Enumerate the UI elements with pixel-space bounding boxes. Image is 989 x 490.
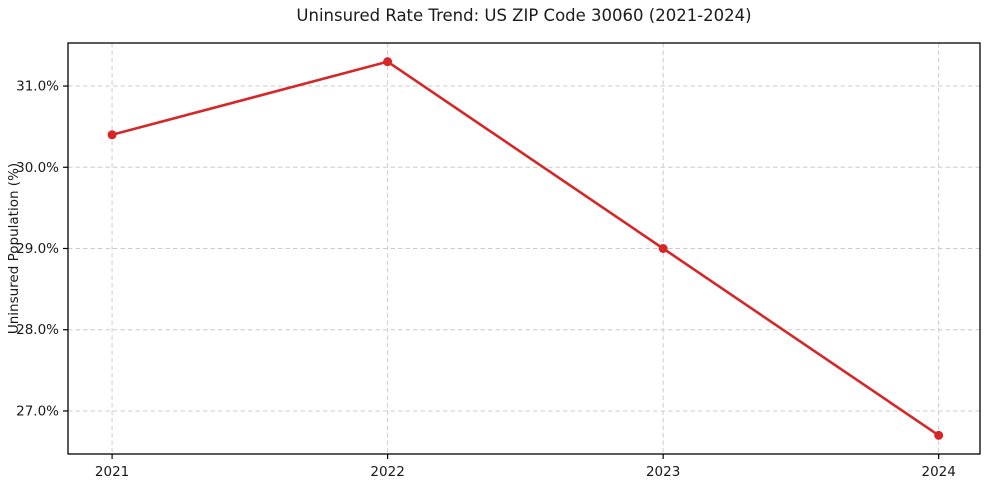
data-point	[107, 130, 117, 140]
y-axis-title: Uninsured Population (%)	[6, 163, 22, 334]
y-tick-label: 29.0%	[16, 241, 59, 257]
x-tick-label: 2022	[370, 464, 404, 480]
y-tick-label: 28.0%	[16, 322, 59, 338]
y-tick-label: 30.0%	[16, 160, 59, 176]
y-tick-label: 27.0%	[16, 403, 59, 419]
data-point	[658, 244, 668, 253]
data-point	[383, 57, 393, 67]
x-tick-label: 2021	[95, 464, 129, 480]
data-point	[934, 430, 944, 440]
plot-area: 27.0% 28.0% 29.0% 30.0% 31.0% 2021 2022 2023 202…	[16, 42, 981, 480]
trend-line	[110, 60, 940, 437]
y-tick-label: 31.0%	[16, 79, 59, 95]
x-tick-label: 2024	[921, 464, 955, 480]
chart-title: Uninsured Rate Trend: US ZIP Code 30060 …	[296, 6, 751, 25]
x-tick-label: 2023	[646, 464, 680, 480]
